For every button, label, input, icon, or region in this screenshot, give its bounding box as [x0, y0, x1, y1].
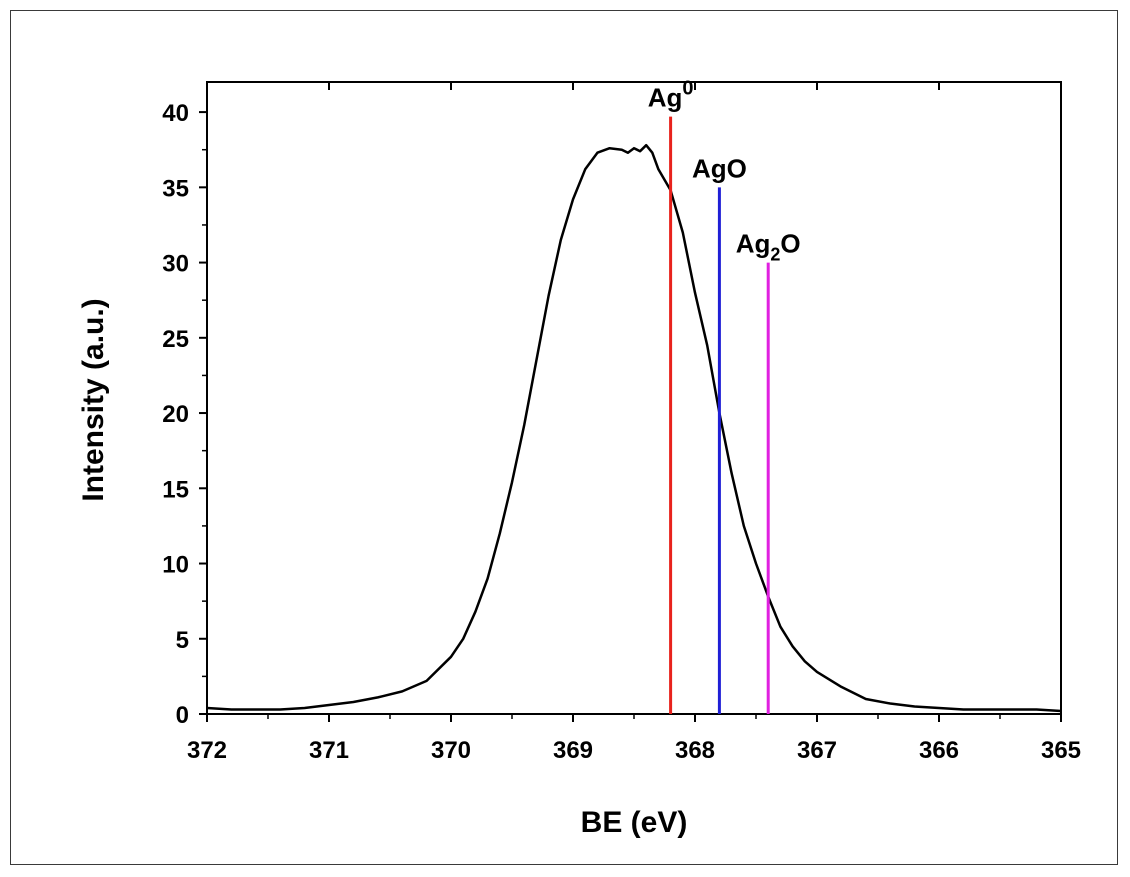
series-layer	[206, 143, 1062, 713]
x-tick-label: 369	[553, 737, 593, 764]
x-tick-label: 367	[797, 737, 837, 764]
plot-area-border	[206, 81, 1062, 715]
x-tick-label: 366	[919, 737, 959, 764]
x-tick-label: 370	[431, 737, 471, 764]
x-tick-label: 372	[187, 737, 227, 764]
reference-label: AgO	[692, 153, 747, 183]
reference-label: Ag0	[648, 78, 694, 113]
y-tick-label: 20	[162, 401, 189, 428]
x-tick-label: 371	[309, 737, 349, 764]
reference-label: Ag2O	[736, 229, 801, 265]
x-axis-title: BE (eV)	[581, 806, 688, 839]
y-tick-label: 30	[162, 251, 189, 278]
y-tick-label: 5	[176, 627, 189, 654]
x-tick-label: 368	[675, 737, 715, 764]
y-tick-label: 35	[162, 175, 189, 202]
y-tick-label: 40	[162, 100, 189, 127]
y-tick-label: 15	[162, 476, 189, 503]
reference-lines: Ag0 AgO Ag2O	[648, 78, 801, 714]
axes: 372 371 370 369 368 367 366 365 0 5 10 15 20 25 30 35 40	[162, 81, 1081, 764]
spectrum-line	[206, 143, 1062, 713]
y-tick-label: 25	[162, 326, 189, 353]
figure-frame	[10, 10, 1118, 865]
y-tick-label: 0	[176, 702, 189, 729]
y-axis-title: Intensity (a.u.)	[77, 298, 110, 501]
x-tick-label: 365	[1041, 737, 1081, 764]
y-tick-label: 10	[162, 552, 189, 579]
